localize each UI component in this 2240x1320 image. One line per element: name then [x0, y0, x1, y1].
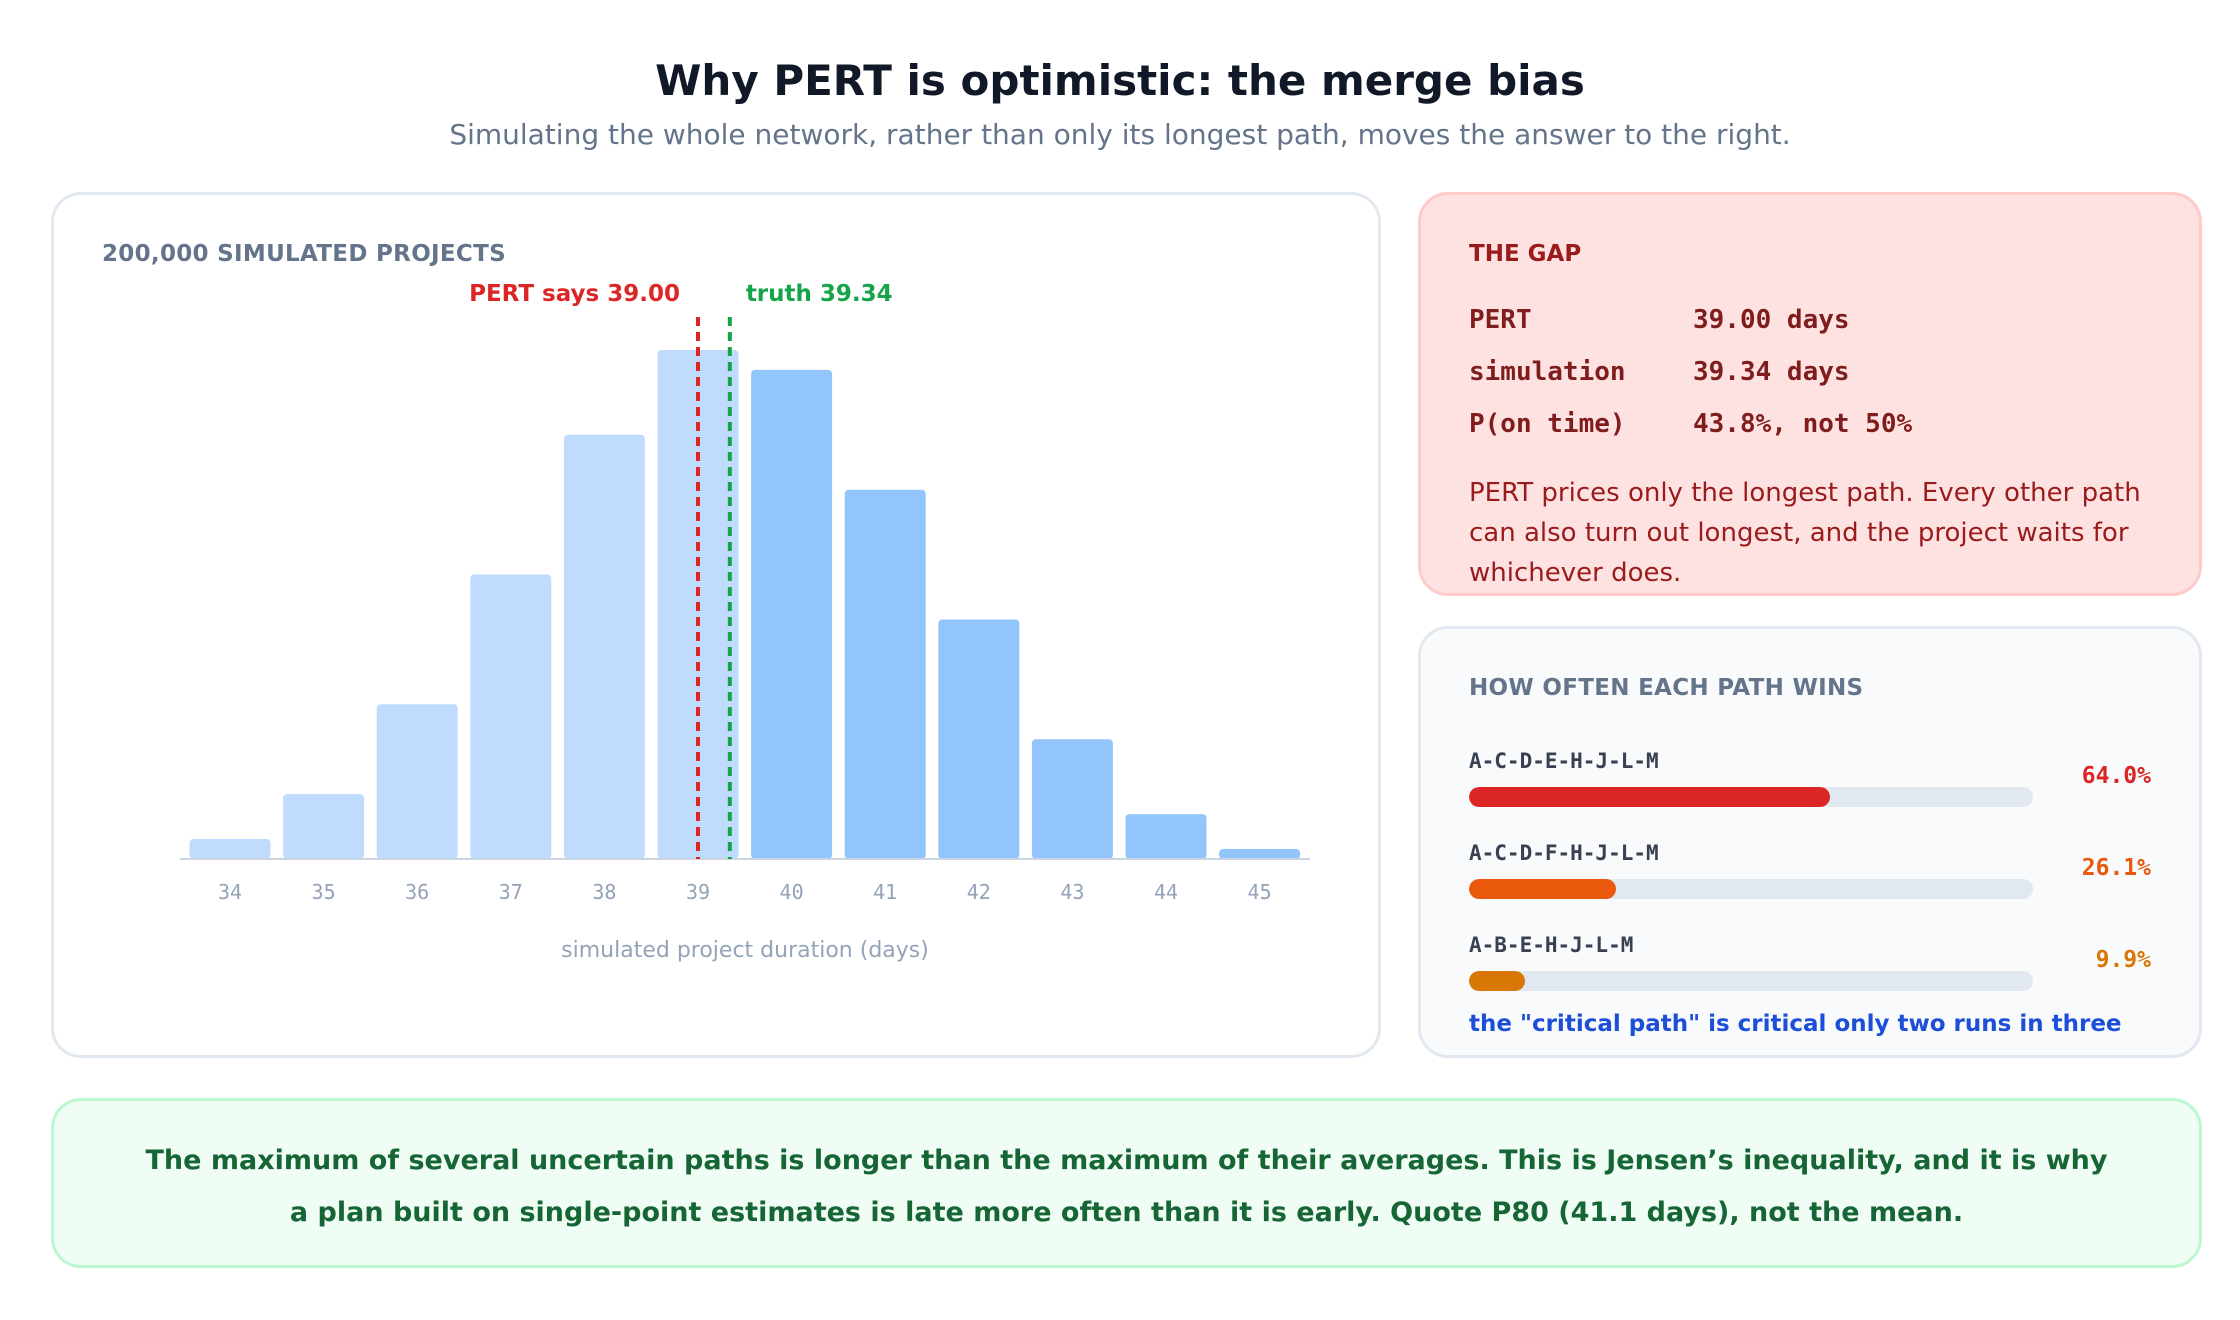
gap-row-pert: PERT 39.00 days — [1469, 305, 1850, 335]
gap-row-simulation: simulation 39.34 days — [1469, 357, 1850, 387]
histogram-bar — [1031, 739, 1113, 859]
x-tick-label: 36 — [405, 880, 429, 904]
x-tick-label: 43 — [1060, 880, 1084, 904]
path-wins-label: HOW OFTEN EACH PATH WINS — [1469, 675, 1864, 701]
path-bar-track — [1469, 971, 2033, 991]
page-subtitle: Simulating the whole network, rather tha… — [449, 118, 1791, 151]
x-tick-label: 41 — [873, 880, 897, 904]
x-tick-label: 39 — [686, 880, 710, 904]
x-tick-label: 35 — [312, 880, 336, 904]
gap-row-key: PERT — [1469, 305, 1532, 335]
histogram-bar — [470, 574, 552, 859]
histogram-chart: 34 35 36 37 38 39 40 41 42 43 44 45 PERT says 39.00 t… — [180, 281, 1310, 963]
truth-marker-label: truth 39.34 — [746, 281, 893, 307]
path-percent: 64.0% — [2081, 763, 2151, 789]
path-bar-fill — [1469, 971, 1525, 991]
x-tick-label: 44 — [1154, 880, 1178, 904]
pert-marker-label: PERT says 39.00 — [469, 281, 680, 307]
histogram-bar — [844, 489, 926, 859]
path-wins-footnote: the "critical path" is critical only two… — [1469, 1011, 2122, 1037]
histogram-label: 200,000 SIMULATED PROJECTS — [102, 241, 506, 267]
x-axis-label: simulated project duration (days) — [561, 938, 929, 963]
histogram-bar — [189, 839, 271, 859]
path-bar-fill — [1469, 787, 1830, 807]
path-bar-track — [1469, 879, 2033, 899]
x-tick-label: 38 — [592, 880, 616, 904]
path-bar-track — [1469, 787, 2033, 807]
histogram-bar — [1219, 849, 1301, 859]
histogram-bar — [938, 619, 1020, 859]
x-tick-label: 37 — [499, 880, 523, 904]
histogram-bar — [1125, 814, 1207, 859]
gap-explanation: PERT prices only the longest path. Every… — [1469, 478, 2141, 588]
path-wins-card: HOW OFTEN EACH PATH WINS A-C-D-E-H-J-L-M… — [1418, 626, 2202, 1058]
gap-row-value: 39.34 days — [1693, 357, 1850, 387]
path-name: A-C-D-F-H-J-L-M — [1469, 841, 1659, 865]
histogram-bar — [563, 434, 645, 859]
gap-card: THE GAP PERT 39.00 days simulation 39.34 d… — [1418, 192, 2202, 596]
path-bar-fill — [1469, 879, 1617, 899]
path-name: A-B-E-H-J-L-M — [1469, 933, 1634, 957]
gap-row-value: 39.00 days — [1693, 305, 1850, 335]
histogram-card: 200,000 SIMULATED PROJECTS 34 35 36 37 38 39 4… — [51, 192, 1381, 1058]
histogram-bar — [376, 704, 458, 859]
gap-label: THE GAP — [1469, 241, 1582, 267]
page-title: Why PERT is optimistic: the merge bias — [655, 56, 1585, 105]
path-percent: 9.9% — [2095, 947, 2151, 973]
x-tick-label: 45 — [1248, 880, 1272, 904]
x-tick-label: 34 — [218, 880, 242, 904]
takeaway-card: The maximum of several uncertain paths i… — [51, 1098, 2202, 1268]
takeaway-line: a plan built on single-point estimates i… — [289, 1197, 1964, 1228]
path-percent: 26.1% — [2081, 855, 2151, 881]
x-tick-label: 42 — [967, 880, 991, 904]
gap-row-on-time: P(on time) 43.8%, not 50% — [1469, 409, 1912, 439]
x-tick-label: 40 — [780, 880, 804, 904]
takeaway-text: The maximum of several uncertain paths i… — [114, 1135, 2139, 1239]
histogram-bar — [283, 794, 365, 859]
histogram-bar — [751, 369, 833, 859]
gap-row-value: 43.8%, not 50% — [1693, 409, 1913, 439]
takeaway-line: The maximum of several uncertain paths i… — [145, 1145, 2108, 1176]
gap-row-key: P(on time) — [1469, 409, 1626, 439]
path-name: A-C-D-E-H-J-L-M — [1469, 749, 1659, 773]
gap-row-key: simulation — [1469, 357, 1626, 387]
